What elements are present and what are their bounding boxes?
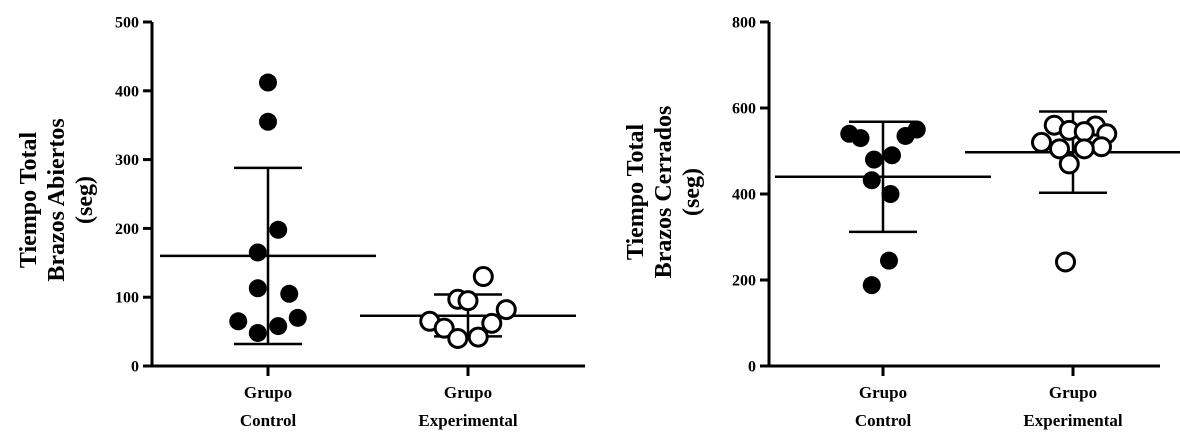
data-point [862, 276, 881, 295]
data-point [865, 150, 883, 169]
y-tick-label: 200 [115, 221, 139, 238]
y-axis-label-line-2: Brazos Cerrados [651, 106, 677, 279]
data-point [259, 73, 277, 92]
y-tick-label: 100 [115, 290, 139, 307]
data-point [881, 185, 900, 203]
y-tick-label: 300 [115, 152, 139, 169]
x-category-label-line-1: Grupo [444, 383, 492, 402]
data-point [467, 326, 489, 348]
x-category-label-line-1: Grupo [244, 383, 292, 402]
data-point [495, 299, 517, 321]
y-axis-label-line-1: Tiempo Total [623, 124, 649, 261]
y-tick-label: 0 [131, 359, 139, 376]
data-marks [160, 73, 576, 349]
x-category-label-line-2: Experimental [1023, 411, 1122, 430]
data-point [269, 220, 288, 239]
y-axis-label-line-3: (seg) [72, 176, 98, 224]
data-point [851, 129, 870, 148]
y-tick-label: 400 [732, 187, 756, 204]
y-tick-label: 600 [732, 101, 756, 118]
data-point [248, 279, 267, 298]
data-point [1058, 153, 1080, 175]
data-point [447, 327, 469, 349]
x-category-label-line-1: Grupo [859, 383, 907, 402]
data-point [280, 284, 299, 303]
chart-panel-closed-arms: Tiempo Total Brazos Cerrados (seg) 0 200 4… [623, 15, 1180, 430]
data-point [1031, 131, 1052, 153]
data-point [472, 266, 494, 288]
data-point [1073, 138, 1095, 160]
data-point [248, 243, 267, 262]
y-tick-label: 800 [732, 15, 756, 32]
y-axis-label-line-3: (seg) [679, 168, 705, 216]
data-point [862, 171, 881, 190]
data-point [481, 312, 503, 334]
data-point [1073, 121, 1095, 143]
y-tick-label: 500 [115, 15, 139, 32]
data-point [433, 317, 455, 339]
data-marks [775, 110, 1180, 295]
x-category-label-line-2: Control [240, 411, 297, 430]
x-category-label-line-2: Control [855, 411, 912, 430]
data-point [1091, 136, 1112, 158]
data-point [259, 112, 277, 131]
y-axis-ticks: 0 200 400 600 800 [732, 15, 769, 376]
data-point [883, 146, 901, 165]
data-point [1049, 138, 1070, 160]
y-tick-label: 200 [732, 273, 756, 290]
y-tick-label: 0 [748, 359, 756, 376]
x-category-label-line-2: Experimental [418, 411, 517, 430]
x-axis-categories: Grupo Control Grupo Experimental [855, 366, 1123, 430]
data-point [248, 323, 267, 342]
axes [767, 22, 1160, 368]
data-point [1055, 251, 1076, 273]
data-point [269, 317, 288, 336]
x-category-label-line-1: Grupo [1049, 383, 1097, 402]
data-point [896, 126, 915, 145]
y-axis-label-line-2: Brazos Abiertos [44, 118, 70, 281]
y-axis-ticks: 0 100 200 300 400 500 [115, 15, 152, 376]
data-point [229, 312, 248, 331]
y-axis-label-line-1: Tiempo Total [16, 132, 42, 269]
x-axis-categories: Grupo Control Grupo Experimental [240, 366, 518, 430]
axes [150, 22, 585, 368]
y-tick-label: 400 [115, 83, 139, 100]
data-point [457, 290, 479, 312]
data-point [880, 251, 898, 270]
data-point [288, 308, 307, 327]
chart-panel-open-arms: Tiempo Total Brazos Abiertos (seg) 0 100 2… [16, 15, 585, 430]
